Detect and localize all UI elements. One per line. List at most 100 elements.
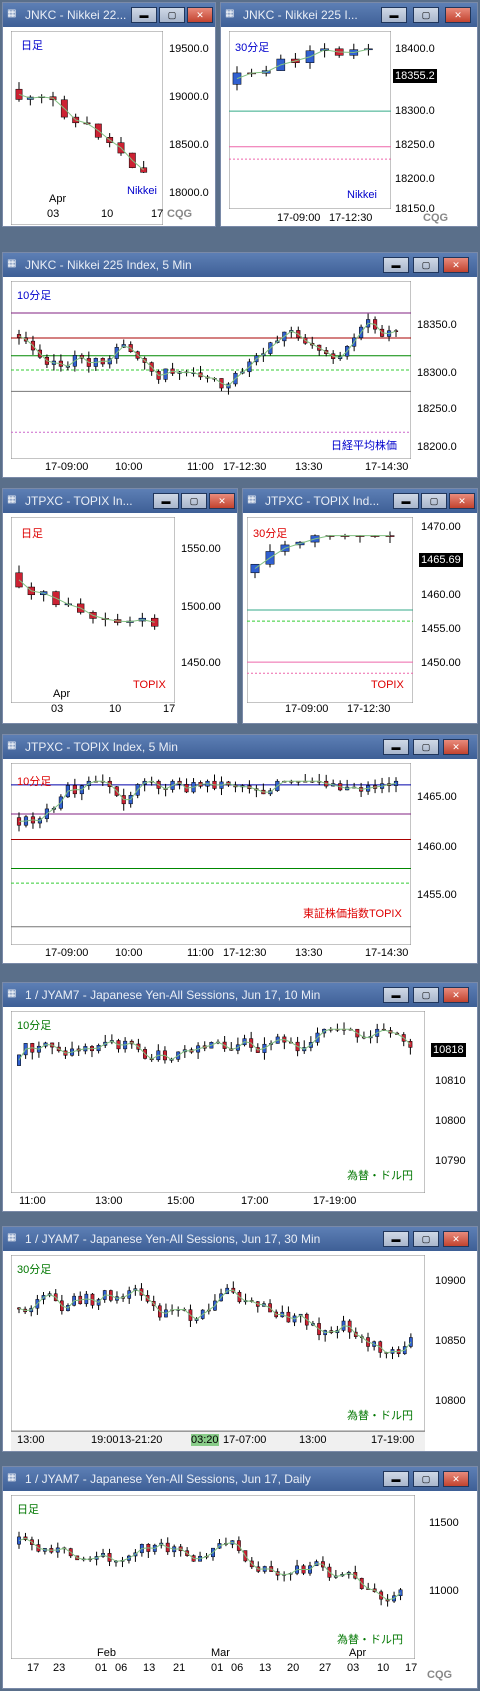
- title-bar[interactable]: ▦ 1 / JYAM7 - Japanese Yen-All Sessions,…: [3, 983, 477, 1007]
- plot-frame: [11, 763, 411, 945]
- timeframe-label: 30分足: [235, 42, 270, 54]
- chart-icon: ▦: [7, 1472, 17, 1483]
- window-title: JTPXC - TOPIX In...: [25, 494, 133, 508]
- cqg-logo: CQG: [423, 212, 449, 224]
- symbol-label: 為替・ドル円: [337, 1634, 403, 1646]
- minimize-button[interactable]: ▬: [393, 493, 419, 509]
- y-tick: 1455.00: [421, 623, 461, 635]
- maximize-button[interactable]: ▢: [421, 493, 447, 509]
- minimize-button[interactable]: ▬: [383, 739, 409, 755]
- close-button[interactable]: ✕: [443, 739, 469, 755]
- timeframe-label: 日足: [17, 1504, 39, 1516]
- yen-10min-window: ▦ 1 / JYAM7 - Japanese Yen-All Sessions,…: [2, 982, 478, 1212]
- title-bar[interactable]: ▦ 1 / JYAM7 - Japanese Yen-All Sessions,…: [3, 1467, 477, 1491]
- x-tick: 03: [347, 1662, 360, 1674]
- title-bar[interactable]: ▦ JTPXC - TOPIX Ind... ▬ ▢ ✕: [243, 489, 477, 513]
- maximize-button[interactable]: ▢: [181, 493, 207, 509]
- minimize-button[interactable]: ▬: [383, 257, 409, 273]
- minimize-button[interactable]: ▬: [383, 1471, 409, 1487]
- y-tick: 1550.00: [181, 543, 221, 555]
- close-button[interactable]: ✕: [443, 1231, 469, 1247]
- candle-body: [398, 1589, 403, 1597]
- minimize-button[interactable]: ▬: [383, 987, 409, 1003]
- month-label: Apr: [49, 193, 67, 205]
- window-title: JTPXC - TOPIX Index, 5 Min: [25, 740, 178, 754]
- timeframe-label: 10分足: [17, 290, 52, 302]
- maximize-button[interactable]: ▢: [413, 987, 439, 1003]
- minimize-button[interactable]: ▬: [131, 7, 157, 23]
- y-tick: 18150.0: [395, 203, 435, 215]
- close-button[interactable]: ✕: [445, 7, 471, 23]
- y-tick: 10800: [435, 1395, 466, 1407]
- candle-body: [15, 88, 23, 100]
- candle-body: [409, 1337, 413, 1347]
- symbol-label: 為替・ドル円: [347, 1170, 413, 1182]
- month-label: Feb: [97, 1647, 116, 1659]
- timeframe-label: 30分足: [253, 528, 288, 540]
- symbol-label: TOPIX: [371, 679, 404, 691]
- chart-plot[interactable]: [11, 1255, 425, 1431]
- y-tick: 1450.00: [421, 657, 461, 669]
- x-tick: 11:00: [19, 1195, 46, 1207]
- minimize-button[interactable]: ▬: [153, 493, 179, 509]
- minimize-button[interactable]: ▬: [383, 1231, 409, 1247]
- symbol-label: Nikkei: [347, 189, 377, 201]
- window-title: JTPXC - TOPIX Ind...: [265, 494, 380, 508]
- y-tick: 1460.00: [421, 589, 461, 601]
- maximize-button[interactable]: ▢: [159, 7, 185, 23]
- maximize-button[interactable]: ▢: [413, 257, 439, 273]
- title-bar[interactable]: ▦ JTPXC - TOPIX Index, 5 Min ▬ ▢ ✕: [3, 735, 477, 759]
- topix-30min-window: ▦ JTPXC - TOPIX Ind... ▬ ▢ ✕ 30分足 TOPIX …: [242, 488, 478, 724]
- title-bar[interactable]: ▦ 1 / JYAM7 - Japanese Yen-All Sessions,…: [3, 1227, 477, 1251]
- chart-plot[interactable]: [11, 763, 411, 945]
- title-bar[interactable]: ▦ JNKC - Nikkei 22... ▬ ▢ ✕: [3, 3, 215, 27]
- close-button[interactable]: ✕: [443, 987, 469, 1003]
- title-bar[interactable]: ▦ JTPXC - TOPIX In... ▬ ▢ ✕: [3, 489, 237, 513]
- chart-plot[interactable]: [11, 281, 411, 459]
- symbol-label: Nikkei: [127, 185, 157, 197]
- x-tick: 17-07:00: [223, 1434, 267, 1446]
- y-tick: 18200.0: [395, 173, 435, 185]
- x-tick: 13:00: [17, 1434, 45, 1446]
- chart-plot[interactable]: [11, 517, 175, 703]
- close-button[interactable]: ✕: [449, 493, 475, 509]
- x-tick: 01: [95, 1662, 108, 1674]
- y-tick: 10800: [435, 1115, 466, 1127]
- maximize-button[interactable]: ▢: [413, 7, 439, 23]
- maximize-button[interactable]: ▢: [413, 1231, 439, 1247]
- chart-plot[interactable]: [11, 1011, 425, 1193]
- chart-icon: ▦: [225, 8, 235, 19]
- y-tick: 1465.00: [417, 791, 457, 803]
- x-tick: 17-14:30: [365, 461, 409, 473]
- close-button[interactable]: ✕: [187, 7, 213, 23]
- x-tick: 17: [405, 1662, 418, 1674]
- candle-body: [17, 1054, 21, 1066]
- chart-plot[interactable]: [11, 1495, 415, 1659]
- close-button[interactable]: ✕: [209, 493, 235, 509]
- title-bar[interactable]: ▦ JNKC - Nikkei 225 Index, 5 Min ▬ ▢ ✕: [3, 253, 477, 277]
- y-tick: 10850: [435, 1335, 466, 1347]
- maximize-button[interactable]: ▢: [413, 1471, 439, 1487]
- close-button[interactable]: ✕: [443, 257, 469, 273]
- x-tick: 01: [211, 1662, 224, 1674]
- y-tick: 18250.0: [395, 139, 435, 151]
- window-title: JNKC - Nikkei 225 Index, 5 Min: [25, 258, 192, 272]
- window-title: 1 / JYAM7 - Japanese Yen-All Sessions, J…: [25, 1472, 311, 1486]
- x-tick: 17:00: [241, 1195, 269, 1207]
- close-button[interactable]: ✕: [443, 1471, 469, 1487]
- chart-icon: ▦: [7, 258, 17, 269]
- y-tick: 18250.0: [417, 403, 457, 415]
- chart-icon: ▦: [7, 988, 17, 999]
- x-tick: 17-09:00: [277, 212, 321, 224]
- chart-plot[interactable]: [247, 517, 413, 703]
- chart-plot[interactable]: [229, 31, 391, 209]
- minimize-button[interactable]: ▬: [381, 7, 407, 23]
- x-tick: 10: [109, 703, 122, 715]
- symbol-label: 日経平均株価: [331, 440, 397, 452]
- chart-plot[interactable]: [11, 31, 163, 225]
- title-bar[interactable]: ▦ JNKC - Nikkei 225 I... ▬ ▢ ✕: [221, 3, 477, 27]
- y-tick: 18300.0: [417, 367, 457, 379]
- maximize-button[interactable]: ▢: [413, 739, 439, 755]
- x-tick: 17-19:00: [313, 1195, 357, 1207]
- x-tick: 17-09:00: [45, 947, 89, 959]
